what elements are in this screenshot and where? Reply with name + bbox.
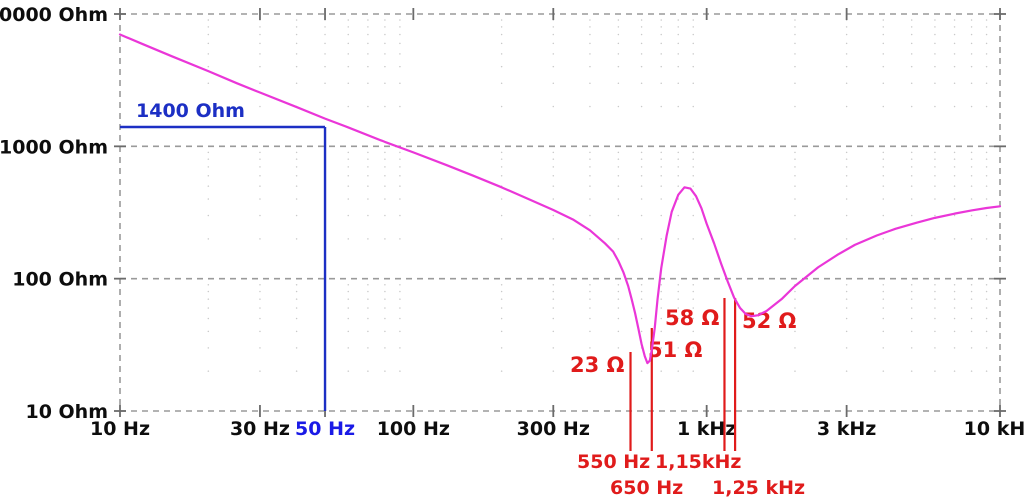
marker-1150hz-freq-label: 1,15kHz xyxy=(655,451,741,473)
tick-marks xyxy=(114,8,1006,417)
y-axis-label-2: 1000 Ohm xyxy=(0,136,108,158)
x-axis-label-2: 50 Hz xyxy=(295,418,355,440)
y-axis-label-3: 10000 Ohm xyxy=(0,4,108,26)
x-axis-label-0: 10 Hz xyxy=(90,418,150,440)
marker-1250hz-ohm-label: 52 Ω xyxy=(742,309,797,333)
x-axis-label-5: 1 kHz xyxy=(677,418,736,440)
x-axis-label-4: 300 Hz xyxy=(517,418,590,440)
y-axis-label-1: 100 Ohm xyxy=(12,269,108,291)
major-grid xyxy=(119,13,1001,412)
y-axis-label-0: 10 Ohm xyxy=(25,401,108,423)
marker-550hz-freq-label: 550 Hz xyxy=(577,451,650,473)
blue-impedance-label: 1400 Ohm xyxy=(136,100,245,122)
x-axis-label-1: 30 Hz xyxy=(230,418,290,440)
marker-1250hz-freq-label: 1,25 kHz xyxy=(712,477,805,499)
x-axis-label-3: 100 Hz xyxy=(377,418,450,440)
marker-1150hz-ohm-label: 58 Ω xyxy=(665,306,720,330)
marker-650hz-freq-label: 650 Hz xyxy=(610,477,683,499)
marker-550hz-ohm-label: 23 Ω xyxy=(570,353,625,377)
x-axis-label-7: 10 kHz xyxy=(964,418,1024,440)
marker-650hz-ohm-label: 51 Ω xyxy=(648,338,703,362)
x-axis-label-6: 3 kHz xyxy=(817,418,876,440)
impedance-curve xyxy=(118,33,1002,365)
